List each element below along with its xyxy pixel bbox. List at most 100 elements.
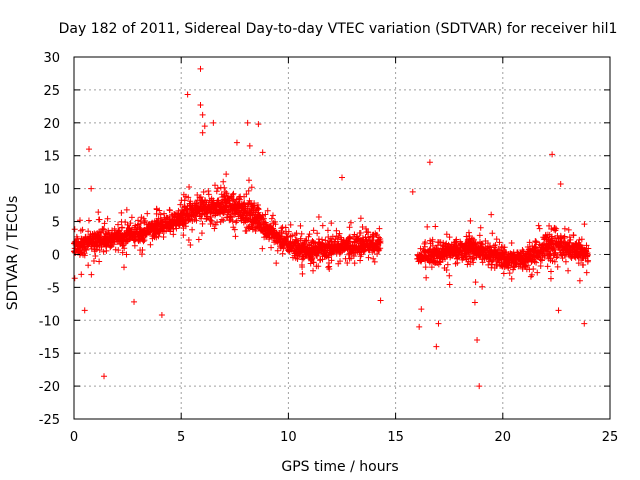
data-point xyxy=(374,250,381,257)
data-point xyxy=(417,245,424,252)
data-point xyxy=(95,209,102,216)
x-tick-label: 20 xyxy=(495,430,512,445)
data-point xyxy=(429,242,436,249)
data-point xyxy=(136,224,143,231)
data-point xyxy=(197,194,204,201)
data-point xyxy=(103,247,110,254)
data-point xyxy=(577,242,584,249)
data-point xyxy=(581,320,588,327)
data-point xyxy=(471,299,478,306)
data-point xyxy=(180,232,187,239)
data-point xyxy=(299,270,306,277)
data-point xyxy=(181,197,188,204)
data-point xyxy=(144,210,151,217)
data-point xyxy=(158,312,165,319)
data-point xyxy=(575,260,582,267)
data-point xyxy=(303,237,310,244)
data-point xyxy=(472,279,479,286)
data-points xyxy=(71,65,592,390)
data-point xyxy=(465,258,472,265)
data-point xyxy=(198,215,205,222)
data-point xyxy=(465,229,472,236)
data-point xyxy=(107,244,114,251)
data-point xyxy=(78,271,85,278)
data-point xyxy=(161,210,168,217)
data-point xyxy=(328,257,335,264)
data-point xyxy=(561,225,568,232)
data-point xyxy=(268,215,275,222)
data-point xyxy=(274,247,281,254)
data-point xyxy=(241,199,248,206)
data-point xyxy=(565,226,572,233)
data-point xyxy=(119,249,126,256)
data-point xyxy=(328,220,335,227)
data-point xyxy=(501,244,508,251)
data-point xyxy=(555,307,562,314)
data-point xyxy=(293,230,300,237)
data-point xyxy=(185,236,192,243)
data-point xyxy=(562,258,569,265)
data-point xyxy=(567,236,574,243)
data-point xyxy=(476,383,483,390)
data-point xyxy=(140,238,147,245)
data-point xyxy=(135,217,142,224)
data-point xyxy=(351,260,358,267)
data-point xyxy=(474,337,481,344)
data-point xyxy=(76,217,83,224)
data-point xyxy=(81,307,88,314)
data-point xyxy=(492,241,499,248)
data-point xyxy=(88,185,95,192)
data-point xyxy=(189,226,196,233)
data-point xyxy=(259,149,266,156)
data-point xyxy=(533,239,540,246)
data-point xyxy=(96,247,103,254)
data-point xyxy=(184,91,191,98)
data-point xyxy=(508,275,515,282)
data-point xyxy=(324,227,331,234)
data-point xyxy=(292,236,299,243)
data-point xyxy=(479,283,486,290)
data-point xyxy=(232,233,239,240)
data-point xyxy=(123,251,130,258)
data-point xyxy=(377,245,384,252)
data-point xyxy=(197,65,204,72)
data-point xyxy=(551,251,558,258)
data-point xyxy=(325,254,332,261)
data-point xyxy=(566,234,573,241)
data-point xyxy=(259,245,266,252)
data-point xyxy=(104,215,111,222)
data-point xyxy=(175,207,182,214)
data-point xyxy=(266,234,273,241)
data-point xyxy=(437,259,444,266)
y-tick-label: 20 xyxy=(43,117,60,132)
data-point xyxy=(297,222,304,229)
chart-title: Day 182 of 2011, Sidereal Day-to-day VTE… xyxy=(59,21,618,37)
data-point xyxy=(371,258,378,265)
data-point xyxy=(197,102,204,109)
data-point xyxy=(423,274,430,281)
y-tick-label: 0 xyxy=(52,248,60,263)
data-point xyxy=(248,184,255,191)
data-point xyxy=(124,221,131,228)
data-point xyxy=(280,245,287,252)
data-point xyxy=(536,225,543,232)
data-point xyxy=(260,215,267,222)
data-point xyxy=(264,207,271,214)
y-axis-title: SDTVAR / TECUs xyxy=(5,196,21,311)
data-point xyxy=(231,226,238,233)
data-point xyxy=(259,212,266,219)
data-point xyxy=(246,142,253,149)
data-point xyxy=(463,233,470,240)
data-point xyxy=(187,242,194,249)
data-point xyxy=(315,214,322,221)
data-point xyxy=(199,129,206,136)
data-point xyxy=(428,264,435,271)
data-point xyxy=(71,275,78,282)
data-point xyxy=(333,227,340,234)
y-tick-label: -10 xyxy=(39,314,60,329)
data-point xyxy=(319,222,326,229)
data-point xyxy=(426,159,433,166)
data-point xyxy=(306,231,313,238)
data-point xyxy=(496,239,503,246)
data-point xyxy=(422,264,429,271)
